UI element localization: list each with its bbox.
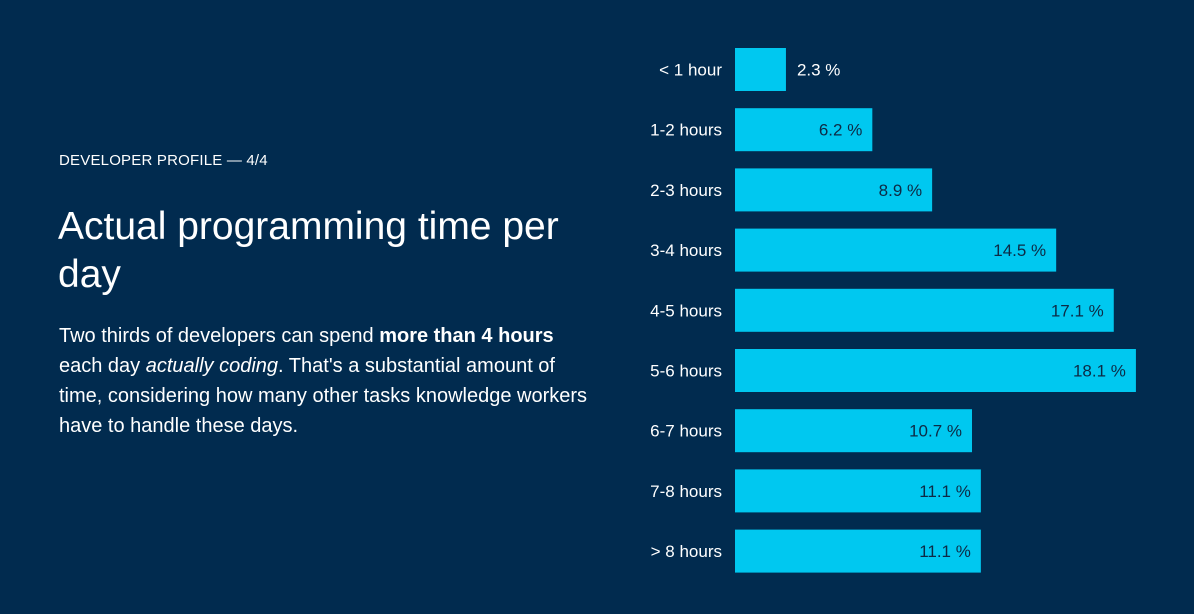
value-label: 10.7 % xyxy=(909,422,962,441)
value-label: 17.1 % xyxy=(1051,301,1104,320)
desc-text: Two thirds of developers can spend xyxy=(59,325,380,347)
bar xyxy=(735,108,873,152)
value-label: 2.3 % xyxy=(797,61,840,80)
bar xyxy=(735,349,1136,392)
category-label: 5-6 hours xyxy=(650,362,722,381)
desc-text: each day xyxy=(59,355,146,377)
desc-bold: more than 4 hours xyxy=(379,325,554,347)
bar xyxy=(735,168,933,212)
bar xyxy=(735,48,786,91)
category-label: 4-5 hours xyxy=(650,301,722,320)
value-label: 14.5 % xyxy=(993,241,1046,260)
bar-group: 2-3 hours 8.9 % xyxy=(650,168,933,212)
description: Two thirds of developers can spend more … xyxy=(59,321,589,441)
value-label: 18.1 % xyxy=(1073,362,1126,381)
desc-italic: actually coding xyxy=(145,355,279,377)
bar xyxy=(735,409,973,453)
bar-group: 7-8 hours 11.1 % xyxy=(650,469,981,513)
category-label: 7-8 hours xyxy=(650,482,722,501)
bar-group: < 1 hour 2.3 % xyxy=(659,48,840,91)
bar-group: 3-4 hours 14.5 % xyxy=(650,228,1057,272)
section-eyebrow: DEVELOPER PROFILE — 4/4 xyxy=(59,152,268,169)
bar-group: 4-5 hours 17.1 % xyxy=(650,288,1114,332)
value-label: 8.9 % xyxy=(879,181,922,200)
category-label: 6-7 hours xyxy=(650,422,722,441)
page-title: Actual programming time per day xyxy=(58,205,559,296)
bar-group: 5-6 hours 18.1 % xyxy=(650,349,1136,392)
bar xyxy=(735,288,1114,332)
bar xyxy=(735,469,981,513)
bar xyxy=(735,529,981,573)
bar-group: 1-2 hours 6.2 % xyxy=(650,108,873,152)
bar-group: 6-7 hours 10.7 % xyxy=(650,409,973,453)
category-label: > 8 hours xyxy=(651,542,722,561)
category-label: 2-3 hours xyxy=(650,181,722,200)
value-label: 11.1 % xyxy=(919,482,971,501)
value-label: 6.2 % xyxy=(819,121,862,140)
desc-text: . That's a substantial amount of time, c… xyxy=(59,355,588,437)
bar-group: > 8 hours 11.1 % xyxy=(651,529,981,573)
category-label: < 1 hour xyxy=(659,61,722,80)
bar xyxy=(735,228,1057,272)
category-label: 3-4 hours xyxy=(650,241,722,260)
value-label: 11.1 % xyxy=(919,542,971,561)
category-label: 1-2 hours xyxy=(650,121,722,140)
